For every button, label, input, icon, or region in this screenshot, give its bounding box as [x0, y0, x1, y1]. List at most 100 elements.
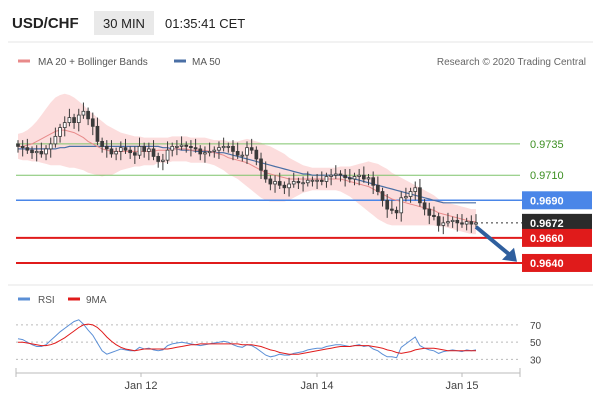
level-labels: 0.9735 0.9710 0.9690 0.9672 0.9660 0.9640 [522, 139, 592, 272]
candle-body [72, 117, 76, 123]
candle-body [217, 147, 221, 151]
timeframe-badge[interactable] [94, 11, 154, 35]
symbol-label: USD/CHF [12, 15, 79, 32]
candle-body [296, 181, 301, 184]
candle-body [221, 145, 226, 149]
candle-body [399, 197, 404, 214]
rsi-tick-70: 70 [530, 321, 542, 332]
candle-body [142, 145, 147, 152]
rsi-legend-label: RSI [38, 295, 55, 306]
candle-body [254, 149, 259, 160]
candle-body [446, 221, 450, 224]
level-label-1: 0.9710 [530, 170, 564, 182]
candle-body [207, 151, 212, 154]
copyright-label: Research © 2020 Trading Central [437, 57, 586, 68]
candle-body [245, 147, 249, 156]
rsi-lines [17, 319, 477, 359]
x-axis-ticks: Jan 12 Jan 14 Jan 15 [15, 368, 521, 392]
level-box-5 [522, 253, 592, 272]
candle-body [104, 145, 109, 150]
candle-body [58, 127, 62, 137]
candle-body [100, 140, 104, 147]
candle-body [48, 143, 53, 150]
candle-body [20, 145, 25, 149]
candle-body [385, 199, 390, 210]
candle-body [291, 181, 296, 185]
candle-body [464, 221, 469, 225]
candle-body [184, 144, 189, 147]
level-lines [16, 143, 522, 264]
candle-body [189, 145, 193, 149]
candle-body [151, 148, 156, 157]
rsi-tick-30: 30 [530, 355, 542, 366]
candle-body [198, 148, 203, 155]
candle-body [123, 147, 128, 151]
candle-body [422, 202, 427, 210]
candle-body [315, 179, 319, 182]
candle-body [394, 209, 399, 214]
candle-body [450, 219, 455, 222]
candle-body [380, 191, 385, 201]
candle-body [118, 147, 123, 152]
candle-body [455, 219, 460, 224]
candle-body [343, 174, 347, 179]
candle-body [34, 151, 39, 154]
candle-body [263, 169, 268, 180]
rsi-grid: 70 50 30 [16, 321, 542, 366]
time-label: 01:35:41 CET [165, 16, 245, 31]
candle-body [268, 178, 273, 185]
candle-body [436, 216, 441, 226]
candle-body [301, 182, 305, 185]
ma50-legend-label: MA 50 [192, 57, 221, 68]
candle-body [175, 145, 179, 148]
candle-body [137, 145, 142, 156]
candle-body [133, 152, 137, 156]
level-label-3: 0.9672 [530, 218, 564, 230]
bollinger-bands [18, 93, 476, 235]
candle-body [53, 135, 58, 145]
candle-body [404, 196, 408, 199]
candle-body [44, 148, 48, 155]
candle-body [362, 174, 366, 180]
candle-body [39, 151, 44, 155]
candle-body [390, 208, 394, 211]
candle-body [460, 222, 464, 225]
level-label-0: 0.9735 [530, 139, 564, 151]
candle-body [240, 154, 245, 157]
rsi-tick-50: 50 [530, 338, 542, 349]
candle-body [235, 151, 240, 156]
candle-body [427, 208, 432, 216]
timeframe-label: 30 MIN [103, 16, 145, 31]
candle-body [30, 149, 34, 154]
rsi-ma-legend-label: 9MA [86, 295, 107, 306]
candle-body [165, 149, 170, 161]
candle-body [319, 179, 324, 182]
candle-body [333, 173, 338, 176]
x-tick-label: Jan 12 [124, 380, 157, 392]
candle-body [418, 187, 422, 204]
candle-body [226, 145, 231, 148]
candle-body [86, 110, 90, 120]
candle-body [16, 143, 20, 147]
candle-body [277, 181, 282, 186]
candle-body [338, 173, 343, 176]
candle-body [282, 184, 287, 189]
candle-body [329, 174, 333, 177]
candle-body [203, 152, 207, 155]
x-tick-label: Jan 14 [300, 380, 333, 392]
level-label-5: 0.9640 [530, 258, 564, 270]
candle-body [347, 177, 352, 180]
candle-body [67, 117, 72, 123]
candle-body [249, 147, 254, 151]
candle-body [408, 191, 413, 197]
candle-body [25, 147, 30, 151]
level-box-2 [522, 191, 592, 210]
candle-body [62, 122, 67, 129]
candle-body [95, 125, 100, 142]
candle-body [81, 110, 86, 116]
candlesticks [16, 102, 478, 235]
candle-body [76, 114, 81, 123]
level-box-3 [522, 213, 592, 232]
candle-body [259, 158, 263, 171]
